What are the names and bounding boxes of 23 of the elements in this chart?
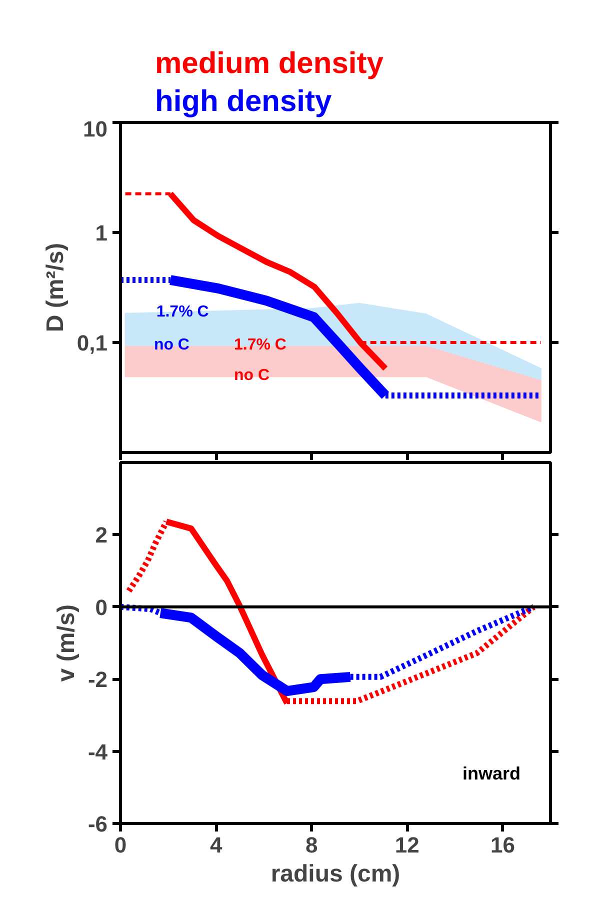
y-tick-label: -6 [88,812,108,836]
text: medium density [155,46,384,82]
y-axis-title: D (m²/s) [42,242,69,332]
y-tick-label: 1 [95,220,108,246]
annotation: no C [154,336,190,354]
y-tick-label: 2 [95,522,108,548]
annotation: 1.7% C [234,336,287,354]
x-tick-label: 8 [305,832,318,858]
annotation: 1.7% C [156,303,210,320]
y-tick-label: -4 [88,739,108,764]
y-tick-label: -2 [88,667,108,692]
x-tick-label: 4 [210,832,223,858]
annotation: no C [234,367,270,384]
x-tick-label: 0 [114,832,127,858]
annotation: inward [462,764,521,784]
y-tick-label: 0 [95,594,108,620]
x-tick-label: 16 [490,832,515,858]
x-tick-label: 12 [394,832,420,858]
y-tick-label: 10 [83,116,108,142]
y-axis-title: v (m/s) [52,604,80,682]
y-tick-label: 0,1 [76,330,108,356]
x-axis-title: radius (cm) [270,860,400,888]
text: high density [155,84,333,120]
